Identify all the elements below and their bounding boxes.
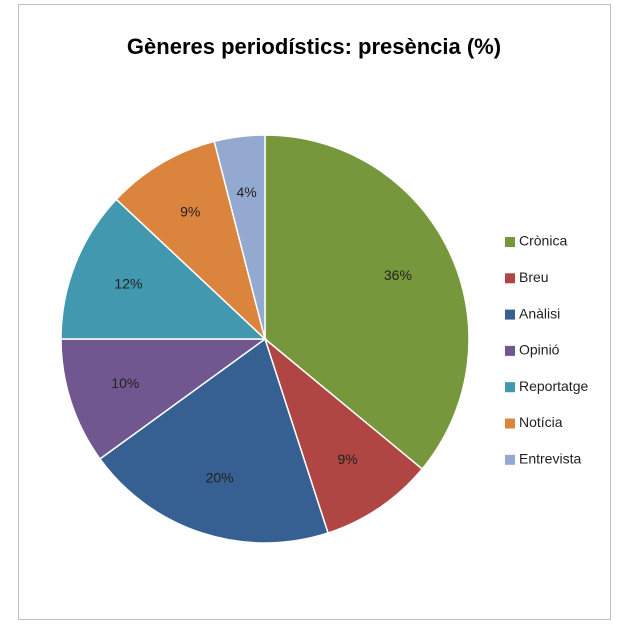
pie-slice xyxy=(98,337,329,544)
legend-label: Reportatge xyxy=(519,378,588,394)
legend-swatch xyxy=(505,309,515,320)
legend-swatch xyxy=(505,454,515,465)
pie-slice xyxy=(263,336,424,534)
data-label: 4% xyxy=(236,184,256,200)
legend-swatch xyxy=(505,273,515,284)
legend-swatch xyxy=(505,382,515,393)
legend-label: Crònica xyxy=(519,233,567,249)
chart-title: Gèneres periodístics: presència (%) xyxy=(127,34,501,59)
data-label: 12% xyxy=(114,276,142,292)
legend-label: Entrevista xyxy=(519,451,581,467)
legend-label: Opinió xyxy=(519,342,560,358)
legend-label: Breu xyxy=(519,269,549,285)
legend-label: Notícia xyxy=(519,414,563,430)
legend-swatch xyxy=(505,237,515,247)
data-label: 10% xyxy=(111,375,139,391)
pie-slice xyxy=(264,134,470,471)
pie-slice xyxy=(60,338,268,460)
data-label: 9% xyxy=(180,203,200,219)
legend-label: Anàlisi xyxy=(519,305,560,321)
pie-slice xyxy=(213,134,266,340)
data-label: 9% xyxy=(337,451,357,467)
pie-slice xyxy=(115,140,267,342)
pie-slice xyxy=(60,198,267,340)
data-label: 20% xyxy=(206,469,234,485)
legend-swatch xyxy=(505,345,515,356)
legend-swatch xyxy=(505,418,515,429)
data-label: 36% xyxy=(384,267,412,283)
